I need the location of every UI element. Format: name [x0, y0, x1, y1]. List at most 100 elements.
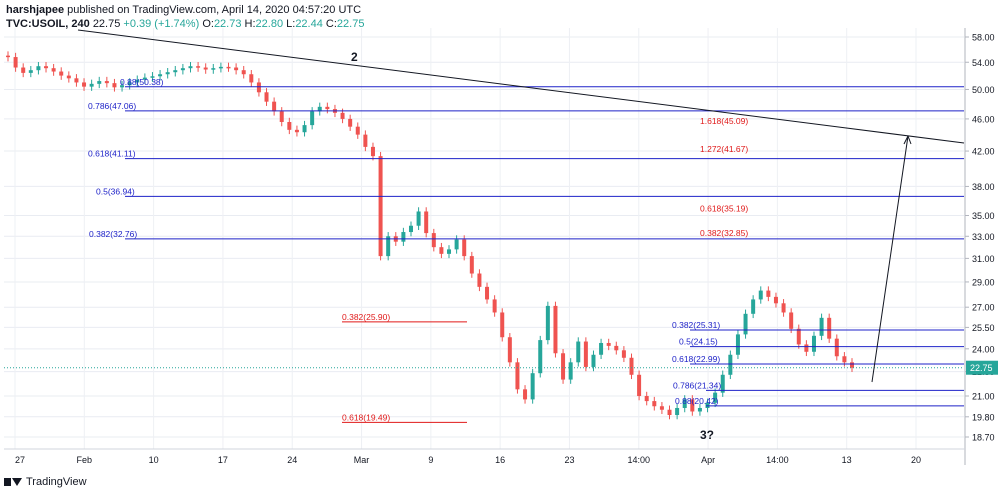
candle-body	[188, 66, 193, 69]
candle-body	[302, 125, 307, 133]
candle-body	[439, 247, 444, 254]
candle-body	[180, 68, 185, 71]
price-axis-label: 35.00	[972, 211, 995, 221]
candle-body	[477, 273, 482, 287]
candle-body	[735, 334, 740, 355]
candle-body	[36, 66, 41, 71]
candle-body	[279, 111, 284, 123]
candle-body	[408, 225, 413, 233]
symbol-label: TVC:USOIL, 240	[6, 18, 90, 30]
price-axis-label: 42.00	[972, 147, 995, 157]
candle-body	[44, 66, 49, 69]
candle-body	[758, 290, 763, 300]
chart-header: harshjapee published on TradingView.com,…	[6, 3, 706, 32]
candle-body	[819, 317, 824, 336]
candle-body	[728, 354, 733, 375]
candle-body	[462, 239, 467, 257]
fib-projection-label: 1.272(41.67)	[700, 144, 748, 154]
candle-body	[834, 338, 839, 357]
candle-body	[363, 134, 368, 147]
candle-body	[697, 407, 702, 412]
candle-body	[142, 77, 147, 80]
open-value: 22.73	[213, 18, 242, 30]
candle-body	[492, 299, 497, 313]
candle-body	[401, 232, 406, 242]
time-axis-label: 24	[287, 455, 297, 465]
wave-label-2: 2	[351, 50, 358, 64]
high-value: 22.80	[255, 18, 284, 30]
candle-body	[599, 342, 604, 355]
candle-body	[340, 112, 345, 119]
candle-body	[811, 335, 816, 352]
publish-info: harshjapee published on TradingView.com,…	[6, 3, 706, 17]
candle-body	[355, 126, 360, 135]
candle-body	[264, 92, 269, 102]
candle-body	[13, 57, 18, 68]
candle-body	[424, 211, 429, 234]
price-axis-label: 25.50	[972, 323, 995, 333]
candle-body	[6, 55, 10, 58]
candle-body	[211, 68, 216, 70]
price-axis-label: 18.70	[972, 433, 995, 443]
fib-level-label: 0.618(22.99)	[672, 354, 720, 364]
price-axis-label: 31.00	[972, 254, 995, 264]
candle-body	[614, 345, 619, 351]
candle-body	[538, 340, 543, 374]
time-axis-label: 14:00	[766, 455, 789, 465]
fib-level-label: 0.618(41.11)	[88, 149, 136, 159]
candle-body	[89, 83, 94, 87]
candle-body	[507, 337, 512, 363]
projection-arrow-line	[871, 135, 909, 383]
candle-body	[842, 356, 847, 363]
candle-body	[165, 72, 170, 75]
price-axis-label: 24.00	[972, 344, 995, 354]
candle-body	[568, 362, 573, 380]
candle-body	[97, 81, 102, 84]
price-axis-label: 38.00	[972, 182, 995, 192]
candle-body	[583, 341, 588, 367]
tradingview-branding[interactable]: TradingView	[4, 476, 87, 488]
candle-body	[249, 74, 254, 83]
time-axis-label: 17	[218, 455, 228, 465]
fib-level-label: 0.382(32.76)	[89, 229, 137, 239]
candle-body	[104, 81, 109, 84]
candle-body	[416, 211, 421, 226]
candle-body	[561, 353, 566, 380]
candle-body	[720, 374, 725, 393]
candle-body	[447, 249, 452, 254]
low-label: L:	[286, 18, 296, 30]
candle-body	[659, 406, 664, 410]
candle-body	[135, 79, 140, 83]
candle-body	[127, 82, 132, 86]
candle-body	[173, 70, 178, 73]
candle-body	[294, 129, 299, 133]
candle-body	[51, 68, 56, 72]
candle-body	[644, 396, 649, 402]
fib-level-label: 0.786(47.06)	[88, 101, 136, 111]
candle-body	[743, 313, 748, 335]
ohlc-legend: TVC:USOIL, 240 22.75 +0.39 (+1.74%) O:22…	[6, 17, 706, 32]
fib-level-label: 0.382(25.90)	[342, 312, 390, 322]
candle-body	[652, 401, 657, 407]
candle-body	[203, 67, 208, 70]
price-axis-label: 21.00	[972, 392, 995, 402]
candle-body	[120, 85, 125, 88]
brand-name: TradingView	[26, 476, 87, 488]
fib-level-label: 0.382(25.31)	[672, 320, 720, 330]
fib-projection-label: 0.382(32.85)	[700, 228, 748, 238]
candle-body	[431, 233, 436, 248]
candle-body	[773, 296, 778, 304]
candle-body	[690, 399, 695, 412]
candle-body	[21, 67, 26, 73]
candle-body	[469, 256, 474, 274]
candle-body	[234, 67, 239, 71]
candle-body	[74, 78, 79, 83]
open-label: O:	[202, 18, 214, 30]
fib-projection-label: 0.618(35.19)	[700, 204, 748, 214]
projection-arrow-head-icon	[903, 135, 912, 145]
candle-body	[348, 118, 353, 127]
candle-body	[629, 357, 634, 375]
fib-level-label: 0.88(50.38)	[120, 77, 164, 87]
